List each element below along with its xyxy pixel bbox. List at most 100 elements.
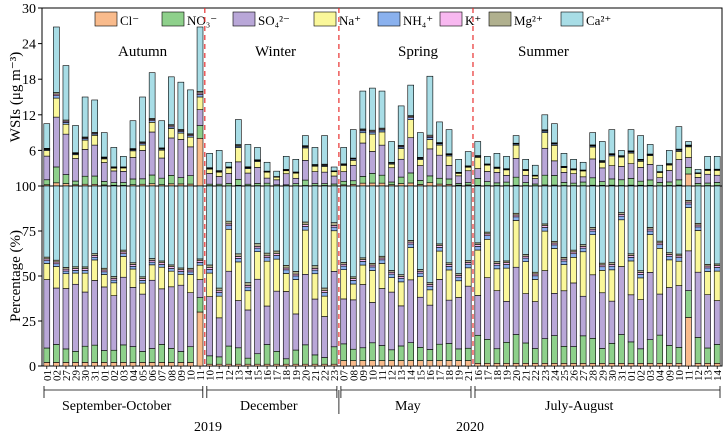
bottom-bar-segment (129, 362, 137, 367)
bottom-bar-segment (292, 349, 300, 365)
bottom-bar-segment (627, 362, 635, 367)
x-tick-label: 25 (559, 370, 571, 382)
bottom-bar-segment (570, 282, 577, 347)
bottom-bar-segment (139, 185, 146, 278)
top-bar-segment (531, 164, 539, 176)
bottom-bar-segment (704, 347, 711, 364)
x-tick-label: 09 (358, 370, 370, 382)
top-bar-segment (455, 175, 462, 184)
bottom-bar-segment (589, 274, 596, 339)
top-bar-segment (637, 161, 644, 168)
bottom-bar-segment (81, 270, 89, 274)
bottom-bar-segment (675, 347, 683, 364)
top-bar-segment (158, 157, 165, 179)
x-tick-label: 30 (80, 370, 92, 382)
x-tick-label: 01 (42, 370, 54, 381)
bottom-bar-segment (694, 185, 702, 224)
bottom-bar-segment (340, 265, 347, 270)
bottom-bar-segment (62, 185, 70, 268)
bottom-bar-segment (196, 264, 204, 280)
bottom-y-tick-label: 0 (29, 360, 36, 375)
top-bar-segment (388, 167, 395, 183)
bottom-bar-segment (129, 268, 137, 288)
top-bar-segment (666, 181, 673, 186)
bottom-bar-segment (541, 227, 549, 232)
top-bar-segment (608, 165, 616, 180)
bottom-bar-segment (704, 271, 711, 296)
bottom-bar-segment (369, 270, 376, 303)
top-y-axis-label: WSIs (μg m⁻³) (8, 52, 24, 142)
top-bar-segment (570, 182, 577, 186)
bottom-bar-segment (646, 272, 654, 340)
top-bar-segment (426, 175, 434, 184)
bottom-bar-segment (685, 207, 692, 252)
top-bar-segment (196, 138, 204, 187)
x-tick-label: 14 (243, 370, 255, 382)
bottom-bar-segment (100, 362, 108, 367)
x-tick-label: 15 (252, 370, 264, 382)
x-tick-label: 21 (521, 370, 533, 381)
top-bar-segment (215, 171, 223, 177)
top-bar-segment (666, 150, 673, 164)
bottom-bar-segment (72, 283, 79, 352)
bottom-bar-segment (62, 273, 70, 289)
bottom-bar-segment (388, 291, 395, 351)
bottom-bar-segment (589, 338, 596, 364)
bottom-bar-segment (666, 345, 673, 364)
bottom-bar-segment (417, 272, 424, 278)
bottom-bar-segment (120, 344, 127, 363)
bottom-bar-segment (187, 274, 194, 293)
bottom-bar-segment (168, 286, 175, 349)
x-tick-label: 10 (674, 370, 686, 382)
bottom-bar-segment (608, 300, 616, 344)
bottom-bar-segment (196, 311, 204, 367)
group-label-december: December (240, 399, 298, 414)
bottom-bar-segment (302, 229, 309, 275)
top-bar-segment (704, 156, 711, 170)
bottom-bar-segment (330, 185, 338, 223)
bottom-bar-segment (139, 362, 146, 367)
x-tick-label: 22 (530, 370, 542, 381)
top-bar-segment (713, 170, 721, 176)
top-bar-segment (474, 178, 482, 186)
bottom-bar-segment (91, 362, 98, 367)
top-bar-segment (445, 155, 453, 166)
bottom-bar-segment (685, 203, 692, 208)
bottom-bar-segment (177, 273, 185, 286)
bottom-bar-segment (445, 299, 453, 344)
top-bar-segment (120, 156, 127, 168)
bottom-bar-segment (417, 276, 424, 298)
legend-swatch (94, 11, 118, 27)
bottom-bar-segment (694, 362, 702, 367)
top-bar-segment (110, 147, 118, 168)
top-bar-segment (62, 65, 70, 121)
bottom-bar-segment (417, 360, 424, 367)
bottom-bar-segment (493, 362, 501, 367)
bottom-bar-segment (436, 185, 443, 245)
bottom-bar-segment (522, 185, 529, 255)
bottom-bar-segment (168, 362, 175, 367)
bottom-bar-segment (407, 342, 415, 361)
bottom-y-ticks: 0 25 50 75 100 (15, 180, 42, 375)
top-bar-segment (273, 179, 280, 186)
top-bar-segment (235, 119, 242, 145)
top-bar-segment (43, 123, 51, 149)
bottom-y-tick-label: 50 (22, 270, 36, 285)
top-bar-segment (436, 154, 443, 179)
top-bar-segment (407, 84, 415, 116)
top-bar-segment (512, 144, 520, 159)
bottom-bar-segment (120, 276, 127, 346)
top-bar-segment (426, 137, 434, 140)
bottom-bar-segment (321, 292, 328, 297)
bottom-bar-segment (302, 185, 309, 223)
bottom-bar-segment (72, 272, 79, 285)
top-bar-segment (81, 139, 89, 150)
x-tick-label: 10 (367, 370, 379, 382)
top-bar-segment (493, 172, 501, 184)
x-tick-label: 16 (473, 370, 485, 382)
top-bar-segment (282, 173, 290, 186)
top-bar-segment (53, 95, 60, 99)
x-tick-label: 16 (425, 370, 437, 382)
bottom-bar-segment (541, 362, 549, 367)
bottom-bar-segment (158, 266, 165, 290)
